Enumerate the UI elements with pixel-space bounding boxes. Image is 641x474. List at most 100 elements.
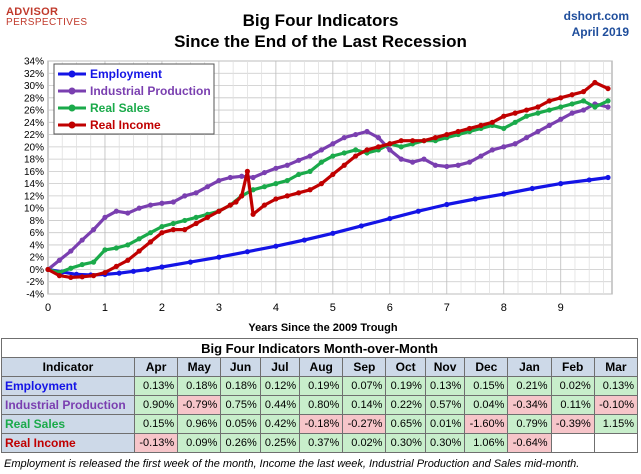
data-point-industrial_production: [580, 107, 587, 113]
data-point-industrial_production: [113, 208, 119, 214]
month-header: Mar: [593, 357, 639, 377]
data-point-real_sales: [353, 147, 359, 153]
value-cell: 0.44%: [259, 395, 301, 415]
data-point-employment: [301, 237, 307, 243]
data-point-industrial_production: [147, 202, 154, 208]
data-point-employment: [159, 264, 165, 270]
value-cell: 0.65%: [385, 414, 426, 434]
data-point-real_sales: [182, 217, 188, 224]
table-row: Employment 0.13% 0.18% 0.18% 0.12% 0.19% 0.07%…: [1, 376, 639, 396]
month-header: Oct: [385, 357, 426, 377]
value-cell: 0.02%: [550, 376, 595, 396]
data-point-real_income: [204, 214, 211, 220]
x-tick-label: 6: [387, 302, 393, 314]
series-lines: [45, 79, 611, 281]
value-cell: 0.11%: [550, 395, 595, 415]
legend-label-real_income: Real Income: [90, 118, 161, 132]
data-point-industrial_production: [478, 153, 484, 159]
data-point-real_income: [341, 162, 347, 168]
data-point-real_sales: [68, 265, 74, 271]
value-cell: 0.12%: [259, 376, 301, 396]
month-header: Jan: [507, 357, 552, 377]
data-point-industrial_production: [466, 159, 473, 165]
data-point-industrial_production: [68, 248, 74, 254]
data-point-real_sales: [136, 236, 142, 242]
data-point-industrial_production: [421, 156, 427, 162]
data-point-industrial_production: [353, 131, 359, 138]
data-point-industrial_production: [523, 135, 530, 141]
value-cell: 0.14%: [342, 395, 387, 415]
y-tick-label: 22%: [24, 130, 44, 141]
legend-label-industrial_production: Industrial Production: [90, 84, 211, 98]
data-point-industrial_production: [261, 169, 268, 176]
data-point-employment: [244, 249, 250, 255]
data-point-employment: [444, 201, 450, 208]
data-point-real_income: [421, 138, 427, 144]
value-cell: 0.01%: [424, 414, 466, 434]
data-point-real_income: [501, 113, 507, 119]
data-point-real_sales: [592, 104, 598, 110]
value-cell: 1.06%: [464, 433, 509, 453]
data-point-real_income: [489, 119, 495, 125]
data-point-real_income: [227, 202, 233, 208]
value-cell: 0.05%: [220, 414, 261, 434]
data-point-employment: [187, 259, 194, 265]
data-point-real_income: [398, 138, 404, 144]
data-point-real_income: [250, 211, 256, 217]
legend-box: [53, 63, 215, 135]
data-point-real_income: [233, 199, 239, 205]
data-point-industrial_production: [204, 184, 211, 190]
y-tick-label: 10%: [24, 204, 44, 215]
indicator-name: Industrial Production: [1, 395, 135, 415]
data-point-real_sales: [193, 214, 199, 220]
legend: Employment Industrial Production Real Sale…: [53, 63, 215, 135]
month-header: Jul: [259, 357, 301, 377]
data-point-real_income: [125, 257, 131, 263]
value-cell: 0.37%: [299, 433, 344, 453]
data-point-industrial_production: [410, 159, 416, 165]
data-point-industrial_production: [170, 199, 176, 205]
month-header: Jun: [220, 357, 261, 377]
value-cell: 0.19%: [385, 376, 426, 396]
table-title: Big Four Indicators Month-over-Month: [1, 338, 638, 358]
data-point-real_sales: [546, 107, 552, 113]
data-point-employment: [330, 230, 336, 236]
data-point-real_income: [546, 98, 552, 104]
data-point-real_income: [535, 104, 541, 110]
month-header: Sep: [342, 357, 387, 377]
value-cell: 0.19%: [299, 376, 344, 396]
table-row: Real Sales 0.15% 0.96% 0.05% 0.42% -0.18% -0.2…: [1, 414, 639, 434]
data-point-industrial_production: [296, 157, 302, 163]
data-point-industrial_production: [330, 141, 336, 147]
x-axis-label: Years Since the 2009 Trough: [248, 322, 397, 334]
value-cell: 0.15%: [464, 376, 509, 396]
data-point-real_sales: [273, 181, 279, 187]
value-cell: 0.80%: [299, 395, 344, 415]
line-chart: -4% -2%0%2% 4%6%8%10% 12%14%16%18% 20%22%24%…: [24, 57, 613, 334]
data-point-real_income: [512, 110, 518, 116]
data-point-industrial_production: [318, 147, 325, 153]
value-cell: 0.96%: [177, 414, 222, 434]
y-tick-label: 8%: [30, 216, 45, 227]
indicator-name: Real Sales: [1, 414, 135, 434]
value-cell: 0.13%: [424, 376, 466, 396]
y-tick-label: 20%: [24, 142, 44, 153]
data-point-industrial_production: [341, 135, 347, 141]
value-cell: -0.64%: [507, 433, 552, 453]
x-tick-label: 7: [444, 302, 450, 314]
value-cell: [550, 433, 595, 453]
data-point-industrial_production: [512, 141, 518, 147]
data-point-real_income: [387, 141, 393, 147]
data-point-real_income: [558, 95, 564, 101]
value-cell: 0.09%: [177, 433, 222, 453]
data-point-real_income: [455, 128, 461, 135]
y-tick-label: 28%: [24, 93, 44, 104]
data-point-real_income: [592, 79, 598, 86]
value-cell: 0.18%: [177, 376, 222, 396]
table-row: Real Income -0.13% 0.09% 0.26% 0.25% 0.37% 0.0…: [1, 433, 639, 453]
data-point-real_sales: [284, 177, 290, 184]
value-cell: 0.22%: [385, 395, 426, 415]
data-point-real_sales: [307, 168, 313, 174]
chart-title: Big Four Indicators Since the End of the…: [0, 10, 641, 52]
source-label: dshort.com April 2019: [564, 8, 629, 40]
